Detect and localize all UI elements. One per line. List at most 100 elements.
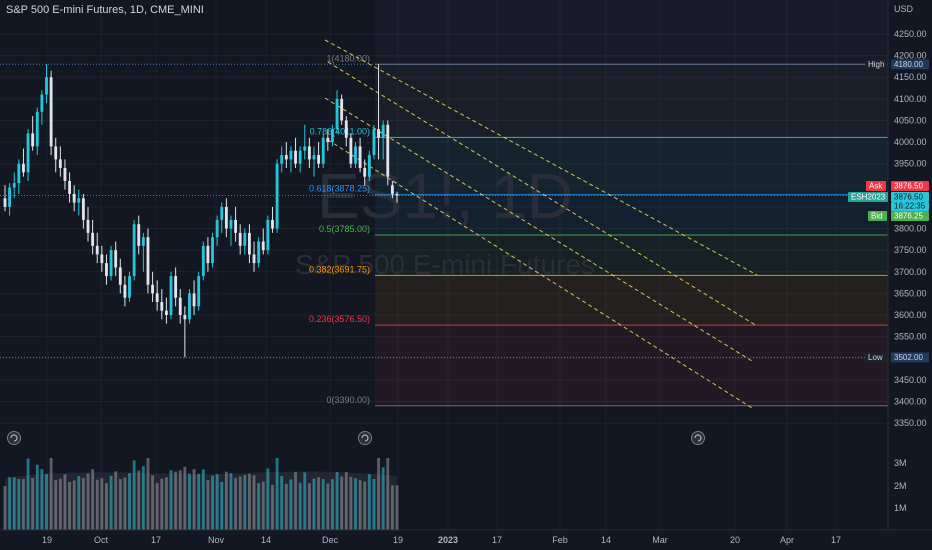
volume-bar bbox=[201, 469, 205, 530]
fib-label: 0.5(3785.00) bbox=[319, 224, 370, 234]
volume-bar bbox=[169, 470, 173, 530]
price-tick-label: 3350.00 bbox=[894, 418, 927, 428]
volume-bar bbox=[81, 477, 85, 530]
volume-bar bbox=[326, 483, 330, 530]
candle-body bbox=[155, 293, 159, 303]
volume-bar bbox=[354, 478, 357, 530]
volume-bar bbox=[77, 476, 81, 530]
volume-bar bbox=[3, 486, 7, 530]
volume-bar bbox=[137, 470, 141, 530]
candle-body bbox=[22, 163, 25, 173]
candle-body bbox=[164, 310, 168, 315]
candle-body bbox=[252, 254, 256, 264]
refresh-icon[interactable] bbox=[7, 431, 21, 445]
volume-bar bbox=[192, 469, 196, 530]
candle-body bbox=[326, 137, 330, 143]
volume-bar bbox=[114, 471, 118, 530]
candle-body bbox=[289, 150, 293, 160]
candle-body bbox=[363, 168, 367, 177]
trend-channels[interactable] bbox=[324, 39, 758, 409]
volume-bar bbox=[303, 472, 307, 530]
fib-label: 0.786(4011.00) bbox=[310, 126, 370, 136]
volume-bars bbox=[3, 458, 399, 530]
volume-bar bbox=[31, 477, 35, 530]
fib-zone bbox=[375, 137, 888, 195]
volume-tick-label: 3M bbox=[894, 458, 907, 468]
bid-value-bg bbox=[891, 211, 929, 221]
volume-bar bbox=[229, 473, 233, 530]
price-badges: High 4180.00 Low 3502.00 Ask 3876.50 ESH2023 38… bbox=[848, 59, 929, 363]
candle-body bbox=[45, 77, 48, 95]
volume-bar bbox=[312, 478, 316, 530]
volume-bar bbox=[72, 480, 76, 530]
high-badge-label: High bbox=[868, 60, 884, 69]
candle-body bbox=[26, 133, 30, 173]
volume-bar bbox=[63, 474, 67, 530]
candle-body bbox=[303, 146, 307, 151]
volume-bar bbox=[68, 481, 71, 530]
candle-body bbox=[224, 206, 228, 229]
candle-body bbox=[377, 129, 380, 138]
volume-bar bbox=[224, 471, 228, 530]
candle-body bbox=[146, 237, 150, 285]
volume-bar bbox=[349, 476, 353, 530]
price-tick-label: 4000.00 bbox=[894, 137, 927, 147]
fib-zone bbox=[375, 64, 888, 138]
volume-bar bbox=[261, 481, 265, 530]
countdown-value: 16:22:35 bbox=[894, 202, 926, 211]
candle-body bbox=[284, 155, 288, 160]
volume-bar bbox=[257, 483, 261, 530]
volume-bar bbox=[146, 458, 150, 530]
time-tick-label: 2023 bbox=[438, 535, 458, 545]
time-tick-label: 14 bbox=[601, 535, 611, 545]
fib-zone bbox=[375, 275, 888, 326]
volume-bar bbox=[12, 477, 16, 530]
candle-body bbox=[247, 232, 251, 255]
volume-bar bbox=[188, 473, 191, 530]
time-tick-label: 17 bbox=[151, 535, 161, 545]
ask-value-bg bbox=[891, 181, 929, 191]
volume-bar bbox=[367, 474, 371, 530]
candle-body bbox=[243, 232, 247, 246]
fib-zone bbox=[375, 194, 888, 236]
volume-bar bbox=[381, 467, 385, 530]
refresh-icons[interactable] bbox=[7, 431, 705, 445]
price-tick-label: 4200.00 bbox=[894, 51, 927, 61]
candle-body bbox=[63, 168, 67, 181]
price-tick-label: 3750.00 bbox=[894, 245, 927, 255]
volume-bar bbox=[317, 477, 321, 530]
volume-bar bbox=[377, 458, 380, 530]
volume-bar bbox=[280, 476, 284, 530]
candle-body bbox=[86, 219, 90, 233]
volume-bar bbox=[160, 478, 164, 530]
volume-bar bbox=[109, 475, 113, 530]
candle-body bbox=[188, 293, 191, 320]
candles bbox=[3, 64, 399, 358]
volume-bar bbox=[206, 480, 210, 530]
price-tick-label: 3700.00 bbox=[894, 267, 927, 277]
candle-body bbox=[132, 224, 136, 277]
candle-body bbox=[298, 150, 302, 164]
volume-bar bbox=[132, 460, 136, 530]
refresh-icon[interactable] bbox=[358, 431, 372, 445]
price-tick-label: 3550.00 bbox=[894, 332, 927, 342]
chart-title: S&P 500 E-mini Futures, 1D, CME_MINI bbox=[6, 4, 204, 16]
candle-body bbox=[331, 129, 334, 143]
volume-bar bbox=[100, 478, 104, 530]
refresh-icon[interactable] bbox=[691, 431, 705, 445]
volume-bar bbox=[294, 472, 297, 530]
volume-bar bbox=[151, 475, 155, 530]
candle-body bbox=[58, 159, 62, 169]
candle-body bbox=[81, 198, 85, 220]
volume-bar bbox=[238, 476, 242, 530]
fib-zones bbox=[375, 0, 888, 406]
candle-body bbox=[317, 155, 321, 164]
volume-bar bbox=[344, 472, 348, 530]
price-tick-label: 3450.00 bbox=[894, 375, 927, 385]
candle-body bbox=[307, 146, 311, 160]
volume-bar bbox=[174, 471, 178, 530]
last-price-value-bg bbox=[891, 192, 929, 202]
volume-tick-label: 1M bbox=[894, 503, 907, 513]
ask-label-bg bbox=[866, 181, 886, 191]
